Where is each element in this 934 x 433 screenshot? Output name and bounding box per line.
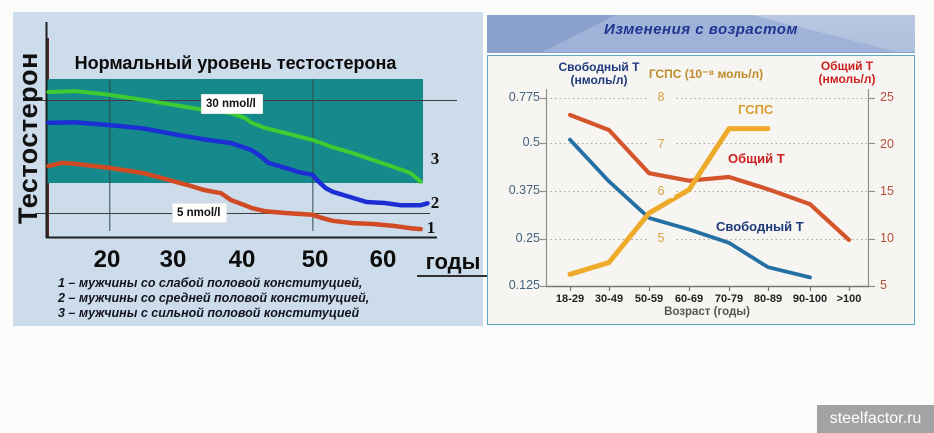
x-category-80-89: 80-89: [753, 293, 783, 305]
x-category-60-69: 60-69: [674, 293, 704, 305]
legend-line-2: 2 – мужчины со средней половой конституц…: [58, 290, 370, 305]
legend-line-3: 3 – мужчины с сильной половой конституци…: [58, 305, 360, 320]
mid-tick-5: 5: [648, 231, 674, 245]
x-tick-60: 60: [369, 246, 397, 273]
left-tick-0.125: 0.125: [508, 278, 540, 292]
right-chart-title: Изменения с возрастом: [603, 21, 799, 38]
series-line-1: [567, 112, 852, 242]
mid-axis-title: ГСПС (10⁻⁸ моль/л): [648, 67, 764, 81]
left-chart-legend: 1 – мужчины со слабой половой конституци…: [58, 276, 369, 320]
annotation-free-t: Свободный Т: [716, 219, 804, 234]
mid-tick-8: 8: [648, 90, 674, 104]
mid-tick-6: 6: [648, 184, 674, 198]
right-axis-title-name: Общий Т: [820, 59, 874, 73]
right-tick-20: 20: [880, 137, 894, 151]
left-chart-x-axis-unit: годы: [417, 249, 489, 277]
right-chart-panel: Свободный Т (нмоль/л) ГСПС (10⁻⁸ моль/л)…: [487, 55, 915, 325]
line-end-label-3: 3: [430, 149, 440, 168]
x-tick-20: 20: [93, 246, 121, 273]
legend-line-1: 1 – мужчины со слабой половой конституци…: [58, 276, 363, 290]
watermark: steelfactor.ru: [817, 405, 934, 433]
left-tick-0.375: 0.375: [508, 183, 540, 197]
annotation-total-t: Общий Т: [728, 151, 785, 166]
line-end-label-1: 1: [426, 218, 436, 237]
right-axis-title: Общий Т (нмоль/л): [787, 60, 907, 86]
x-category-30-49: 30-49: [594, 293, 624, 305]
right-chart-x-axis-label: Возраст (годы): [664, 306, 750, 318]
right-axis-title-unit: (нмоль/л): [818, 72, 876, 86]
left-tick-0.775: 0.775: [508, 90, 540, 104]
x-category-90-100: 90-100: [792, 293, 828, 305]
right-tick-15: 15: [880, 184, 894, 198]
left-chart-panel: Тестостерон Нормальный уровень тестостер…: [11, 12, 489, 326]
series-line-1: [46, 160, 423, 232]
right-chart-plot: [540, 89, 875, 291]
x-category->100: >100: [836, 293, 862, 305]
line-end-label-2: 2: [430, 193, 440, 212]
series-line-0: [568, 137, 812, 280]
right-tick-5: 5: [880, 278, 887, 292]
x-tick-30: 30: [159, 246, 187, 273]
x-tick-50: 50: [301, 246, 329, 273]
left-chart-title: Нормальный уровень тестостерона: [74, 53, 397, 73]
x-category-70-79: 70-79: [714, 293, 744, 305]
right-chart-header-band: Изменения с возрастом: [487, 15, 915, 53]
x-category-50-59: 50-59: [634, 293, 664, 305]
right-tick-25: 25: [880, 90, 894, 104]
left-tick-0.5: 0.5: [522, 135, 540, 149]
left-axis-title: Свободный Т (нмоль/л): [529, 61, 669, 87]
annotation-shbg: ГСПС: [738, 102, 774, 117]
right-tick-10: 10: [880, 231, 894, 245]
x-tick-40: 40: [228, 246, 256, 273]
series-line-2: [46, 120, 430, 208]
reference-label-5nmol: 5 nmol/l: [173, 204, 227, 222]
mid-tick-7: 7: [648, 137, 674, 151]
series-line-2: [567, 126, 771, 277]
reference-label-30nmol: 30 nmol/l: [202, 95, 262, 113]
left-tick-0.25: 0.25: [515, 231, 540, 245]
left-axis-title-unit: (нмоль/л): [570, 73, 628, 87]
x-category-18-29: 18-29: [555, 293, 585, 305]
series-line-3: [46, 89, 423, 184]
left-axis-title-name: Свободный Т: [558, 60, 640, 74]
